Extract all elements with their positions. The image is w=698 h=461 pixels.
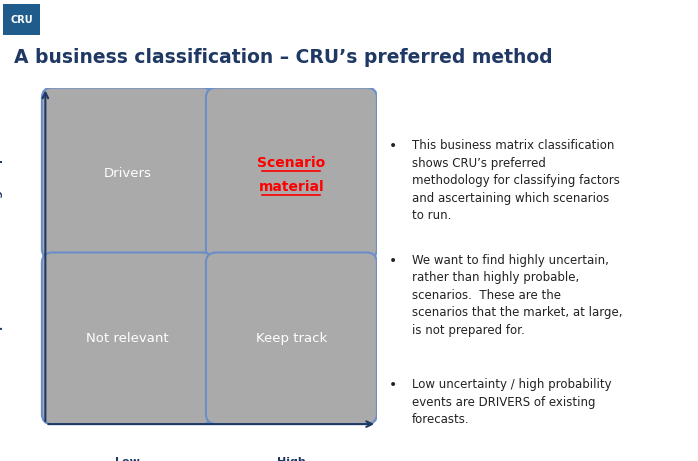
FancyBboxPatch shape	[42, 88, 213, 259]
FancyBboxPatch shape	[206, 88, 377, 259]
Text: •: •	[389, 139, 397, 154]
Text: Not relevant: Not relevant	[86, 332, 169, 345]
Text: This business matrix classification
shows CRU’s preferred
methodology for classi: This business matrix classification show…	[412, 139, 619, 223]
Text: Keep track: Keep track	[255, 332, 327, 345]
FancyBboxPatch shape	[206, 253, 377, 424]
Text: A business classification – CRU’s preferred method: A business classification – CRU’s prefer…	[14, 48, 553, 67]
Text: Low
Uncertainty: Low Uncertainty	[91, 457, 164, 461]
Text: Drivers: Drivers	[103, 167, 151, 180]
Text: CRU: CRU	[10, 15, 33, 24]
Text: material: material	[258, 180, 325, 194]
Text: Low uncertainty / high probability
events are DRIVERS of existing
forecasts.: Low uncertainty / high probability event…	[412, 378, 611, 426]
FancyBboxPatch shape	[3, 4, 40, 35]
Text: Low Impact: Low Impact	[0, 302, 3, 374]
FancyBboxPatch shape	[42, 253, 213, 424]
Text: High
Uncertainty: High Uncertainty	[255, 457, 328, 461]
Text: We want to find highly uncertain,
rather than highly probable,
scenarios.  These: We want to find highly uncertain, rather…	[412, 254, 622, 337]
Text: •: •	[389, 254, 397, 267]
Text: High Impact: High Impact	[0, 136, 3, 211]
Text: •: •	[389, 378, 397, 392]
Text: Scenario: Scenario	[258, 156, 325, 170]
